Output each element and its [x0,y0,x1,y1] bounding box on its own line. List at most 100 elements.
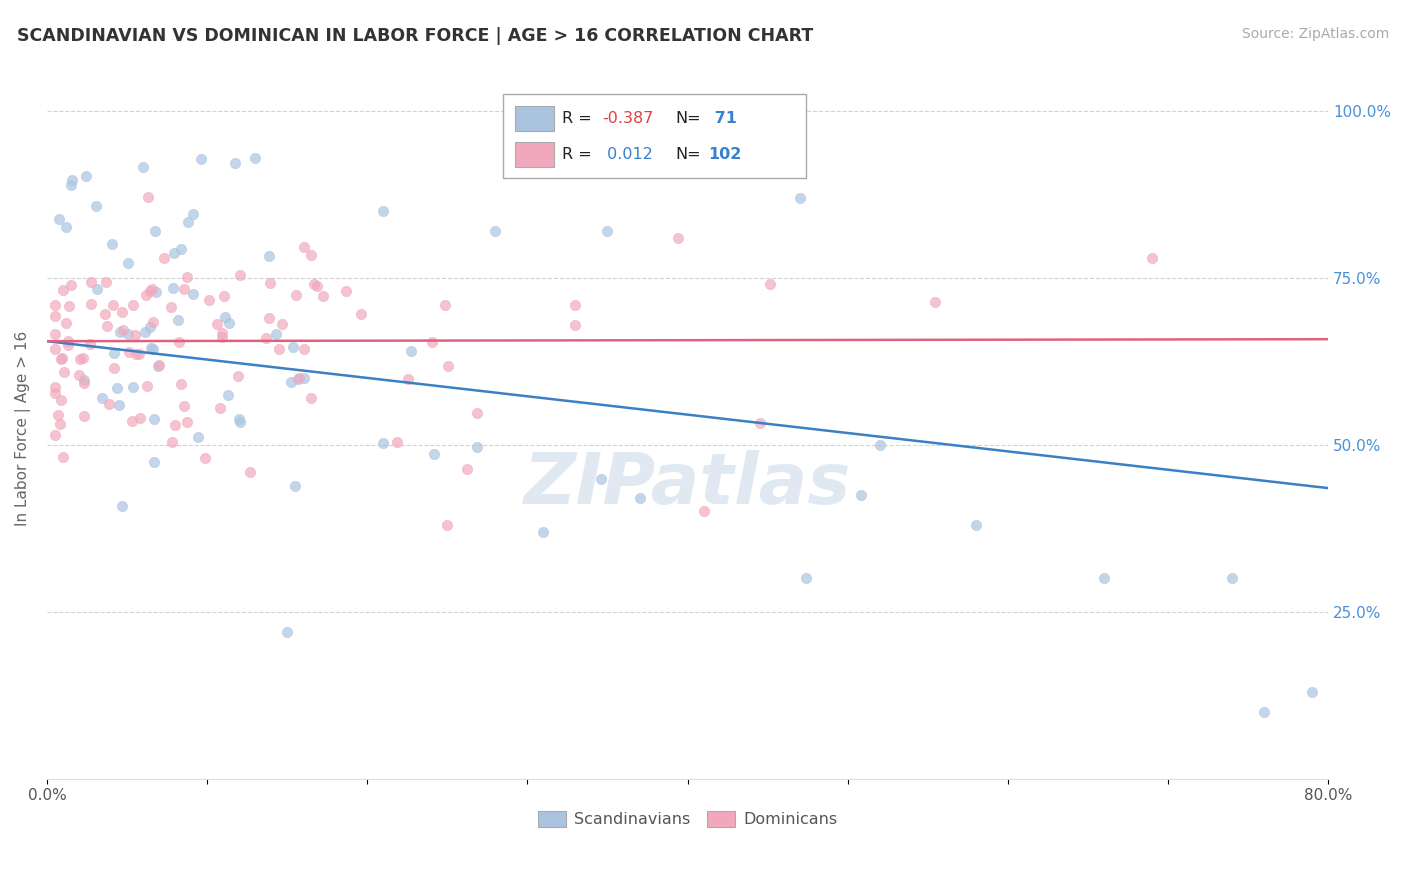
Point [72,351,94,365]
Point [181,207,204,221]
Point [228,411,250,425]
Point [484,224,506,238]
Point [292,371,315,385]
Point [399,343,422,358]
Point [211,330,233,344]
Point [124,328,146,343]
Point [86,199,108,213]
Point [434,298,457,312]
Point [373,204,395,219]
Point [59,278,82,293]
Point [259,310,281,325]
Point [44,380,66,394]
Text: ZIPatlas: ZIPatlas [524,450,851,518]
Point [287,371,309,385]
Point [280,376,302,390]
Point [49,351,72,366]
Text: N=: N= [675,147,700,161]
Point [276,624,298,639]
Point [148,358,170,372]
Point [59,178,82,193]
Point [143,224,166,238]
Point [121,414,143,428]
Point [284,288,307,302]
Point [869,438,891,452]
Point [138,284,160,298]
Point [44,309,66,323]
Point [55,219,77,234]
Point [105,381,128,395]
Point [229,415,252,429]
Point [217,388,239,402]
Point [93,307,115,321]
Point [73,409,96,423]
Text: 102: 102 [709,147,742,161]
Point [44,326,66,341]
Point [131,160,153,174]
Point [142,455,165,469]
Point [176,415,198,429]
Point [167,335,190,350]
Point [135,378,157,392]
Point [264,326,287,341]
Point [224,156,246,170]
Point [146,359,169,374]
Point [111,499,134,513]
Point [52,450,75,465]
Point [128,347,150,361]
Point [166,313,188,327]
Point [1301,685,1323,699]
Point [56,334,79,348]
Point [55,316,77,330]
Point [292,342,315,356]
Point [299,248,322,262]
Point [96,319,118,334]
Point [111,304,134,318]
Text: R =: R = [562,147,598,161]
Point [145,285,167,299]
Point [117,345,139,359]
Point [80,275,103,289]
Point [110,326,132,340]
Point [228,268,250,282]
Y-axis label: In Labor Force | Age > 16: In Labor Force | Age > 16 [15,330,31,525]
Text: R =: R = [562,112,598,126]
Point [284,478,307,492]
Point [142,316,165,330]
Point [257,249,280,263]
Point [169,376,191,391]
Point [312,289,335,303]
Point [48,211,70,226]
Point [173,400,195,414]
Point [69,352,91,367]
Point [44,427,66,442]
Point [851,488,873,502]
Point [271,318,294,332]
Point [98,397,121,411]
Point [965,517,987,532]
Point [259,276,281,290]
Point [205,317,228,331]
Point [218,316,240,330]
Point [1220,571,1243,585]
Point [153,251,176,265]
Point [748,417,770,431]
Point [134,326,156,340]
Point [103,345,125,359]
Point [197,293,219,307]
Point [254,330,277,344]
Point [794,571,817,585]
Point [79,336,101,351]
Point [596,224,619,238]
Point [91,391,114,405]
Point [214,310,236,324]
Point [112,323,135,337]
Text: Source: ZipAtlas.com: Source: ZipAtlas.com [1241,27,1389,41]
Point [162,281,184,295]
Point [1140,251,1163,265]
Point [181,287,204,301]
Point [226,368,249,383]
Point [86,282,108,296]
Point [292,240,315,254]
Point [924,294,946,309]
